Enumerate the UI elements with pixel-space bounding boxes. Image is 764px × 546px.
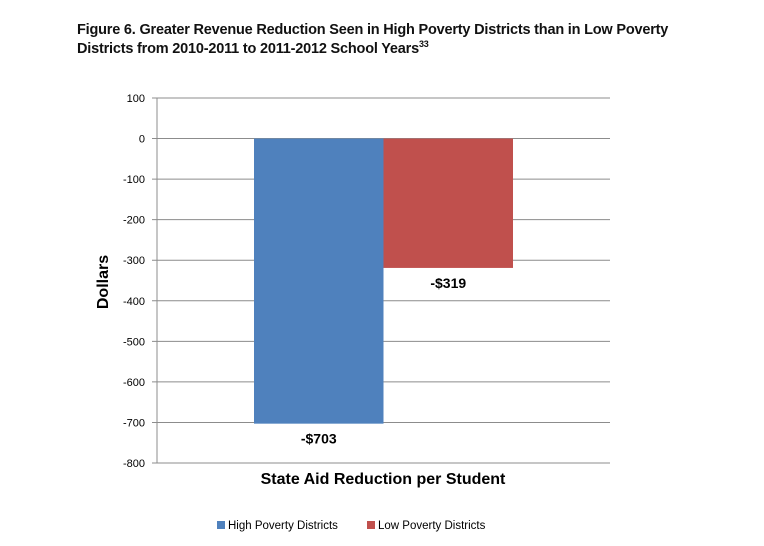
y-tick-label: -500	[123, 336, 145, 348]
y-tick-label: -800	[123, 458, 145, 470]
y-tick-label: -400	[123, 296, 145, 308]
footnote-ref: 33	[418, 39, 429, 49]
bar-low-poverty-districts	[383, 138, 513, 268]
y-tick-label: -700	[123, 417, 145, 429]
bar-high-poverty-districts	[254, 138, 384, 424]
legend-swatch	[217, 521, 225, 529]
y-tick-label: 100	[127, 93, 145, 105]
title-line-2-text: Districts from 2010-2011 to 2011-2012 Sc…	[77, 41, 419, 57]
y-tick-label: -100	[123, 174, 145, 186]
legend-swatch	[367, 521, 375, 529]
title-line-2: Districts from 2010-2011 to 2011-2012 Sc…	[77, 40, 668, 59]
y-tick-label: -300	[123, 255, 145, 267]
y-tick-label: 0	[139, 134, 145, 146]
y-axis-label: Dollars	[95, 255, 112, 309]
x-axis-label: State Aid Reduction per Student	[261, 471, 506, 488]
legend-entry: Low Poverty Districts	[378, 520, 486, 532]
y-tick-label: -600	[123, 377, 145, 389]
legend-entry: High Poverty Districts	[228, 520, 338, 532]
data-label: -$319	[430, 275, 466, 291]
chart-title: Figure 6. Greater Revenue Reduction Seen…	[77, 21, 668, 59]
y-tick-label: -200	[123, 215, 145, 227]
data-label: -$703	[301, 431, 337, 447]
title-line-1: Figure 6. Greater Revenue Reduction Seen…	[77, 22, 669, 38]
